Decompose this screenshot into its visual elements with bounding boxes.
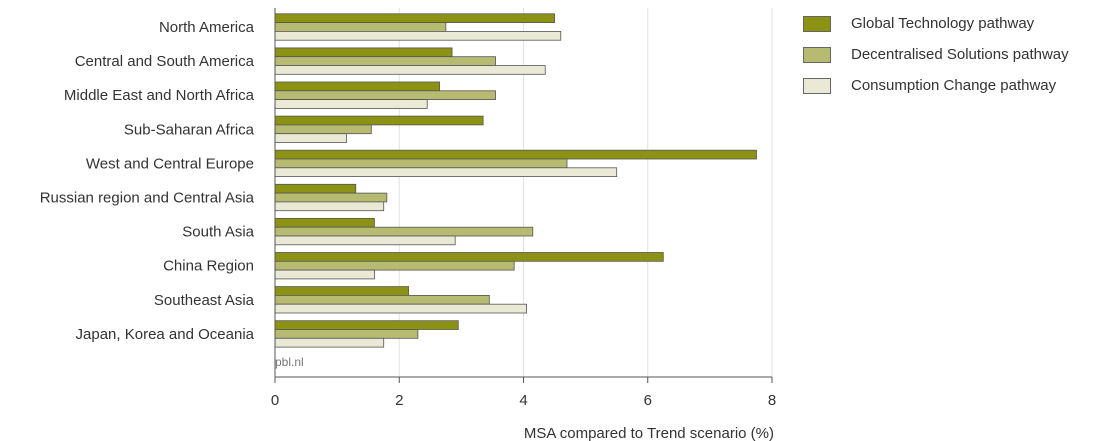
- legend-label: Decentralised Solutions pathway: [851, 46, 1069, 63]
- x-tick-label: 6: [644, 392, 652, 409]
- x-tick-label: 4: [519, 392, 527, 409]
- bar: [274, 269, 375, 280]
- legend-item-decentralised-solutions: Decentralised Solutions pathway: [803, 39, 1069, 70]
- legend-label: Global Technology pathway: [851, 15, 1035, 32]
- x-axis-title: MSA compared to Trend scenario (%): [524, 425, 774, 441]
- legend-swatch: [803, 77, 831, 94]
- category-label: Central and South America: [75, 53, 255, 70]
- bar: [274, 56, 496, 66]
- bar: [274, 252, 664, 262]
- bar: [274, 201, 385, 212]
- legend-label: Consumption Change pathway: [851, 77, 1057, 94]
- category-label: Japan, Korea and Oceania: [76, 326, 255, 343]
- bar: [274, 337, 385, 348]
- category-label: Middle East and North Africa: [64, 87, 255, 104]
- bar: [274, 47, 453, 58]
- category-label: Southeast Asia: [154, 292, 255, 309]
- legend: Global Technology pathway Decentralised …: [803, 8, 1069, 101]
- bars: [274, 13, 757, 348]
- source-note: pbl.nl: [275, 355, 304, 369]
- bar: [274, 149, 757, 160]
- bar: [274, 90, 496, 101]
- bar: [274, 81, 441, 92]
- category-label: Russian region and Central Asia: [40, 190, 255, 207]
- category-label: Sub-Saharan Africa: [124, 121, 255, 138]
- x-tick-label: 8: [768, 392, 776, 409]
- bar: [274, 320, 459, 330]
- bar: [274, 260, 515, 271]
- category-label: West and Central Europe: [86, 155, 254, 172]
- legend-swatch: [803, 46, 831, 63]
- legend-swatch: [803, 15, 831, 32]
- category-label: South Asia: [182, 224, 254, 241]
- bar: [274, 99, 428, 109]
- bar: [274, 167, 618, 178]
- bar: [274, 115, 484, 126]
- legend-item-consumption-change: Consumption Change pathway: [803, 70, 1069, 101]
- x-tick-label: 2: [395, 392, 403, 409]
- category-labels: North America Central and South America Mi…: [40, 19, 255, 343]
- bar: [274, 124, 372, 135]
- category-label: China Region: [163, 258, 254, 275]
- bar: [274, 226, 534, 237]
- bar: [274, 286, 409, 296]
- bar: [274, 217, 375, 228]
- legend-item-global-technology: Global Technology pathway: [803, 8, 1069, 39]
- bar: [274, 133, 347, 143]
- x-axis-ticks: 0 2 4 6 8: [271, 8, 776, 409]
- category-label: North America: [159, 19, 255, 36]
- bar: [274, 235, 456, 246]
- bar: [274, 183, 357, 194]
- bar: [274, 294, 490, 305]
- bar: [274, 192, 388, 203]
- bar: [274, 303, 528, 314]
- bar: [274, 22, 447, 32]
- x-tick-label: 0: [271, 392, 279, 409]
- bar: [274, 13, 555, 24]
- bar: [274, 65, 546, 75]
- bar: [274, 329, 419, 339]
- bar: [274, 158, 568, 169]
- bar: [274, 30, 562, 41]
